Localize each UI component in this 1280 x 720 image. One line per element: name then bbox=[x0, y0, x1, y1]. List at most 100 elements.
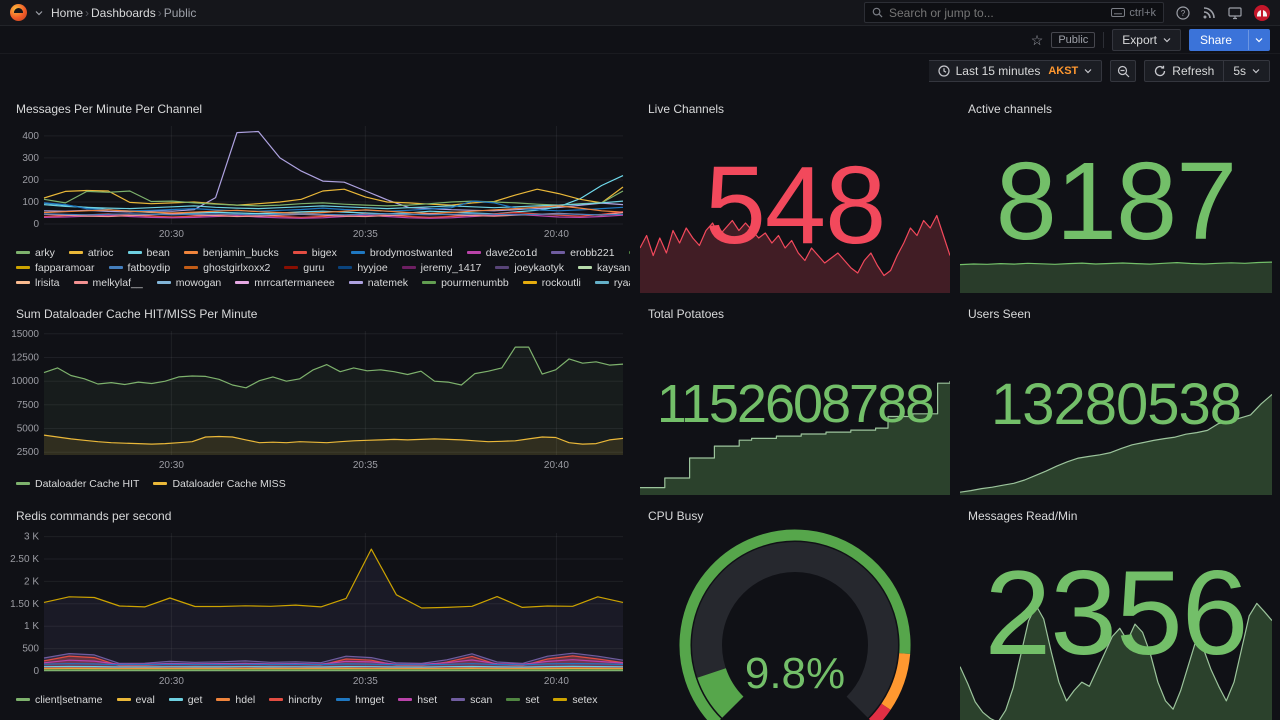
legend-item[interactable]: thatwillfishguy bbox=[349, 292, 433, 294]
search-box[interactable]: ctrl+k bbox=[864, 2, 1164, 23]
legend-item[interactable]: client|setname bbox=[16, 694, 103, 706]
legend-item[interactable]: hdel bbox=[216, 694, 255, 706]
legend-row: arky atrioc bean benjamin_bucks bigex brodymo… bbox=[16, 245, 630, 260]
legend-item[interactable]: hmget bbox=[336, 694, 384, 706]
legend-item[interactable]: setex bbox=[553, 694, 597, 706]
dataloader-chart[interactable]: 2500 5000 7500 10000 12500 15000 20:30 20:35 20:… bbox=[8, 325, 628, 471]
legend-item[interactable]: arky bbox=[16, 247, 55, 259]
legend-item[interactable]: Dataloader Cache MISS bbox=[153, 478, 286, 490]
legend-color-marker bbox=[522, 281, 537, 284]
legend-item[interactable]: hyyjoe bbox=[338, 262, 388, 274]
legend-item[interactable]: mrrcartermaneee bbox=[235, 277, 335, 289]
legend-item[interactable]: benjamin_bucks bbox=[183, 247, 279, 259]
legend-color-marker bbox=[108, 266, 123, 269]
legend-item[interactable]: rockoutli bbox=[522, 277, 581, 289]
legend-item[interactable]: ghostgirlxoxx2 bbox=[184, 262, 270, 274]
star-icon[interactable]: ☆ bbox=[1030, 31, 1044, 48]
legend-item[interactable]: guru bbox=[284, 262, 324, 274]
legend-item[interactable]: bean bbox=[127, 247, 170, 259]
legend-item[interactable]: ryaah bbox=[594, 277, 630, 289]
zoom-out-button[interactable] bbox=[1110, 60, 1137, 82]
panel-title[interactable]: Total Potatoes bbox=[648, 307, 725, 321]
stat-value: 2356 bbox=[984, 546, 1249, 680]
legend-item[interactable]: dave2co1d bbox=[466, 247, 537, 259]
refresh-button[interactable]: Refresh bbox=[1144, 60, 1225, 82]
legend-item[interactable]: erobb221 bbox=[551, 247, 615, 259]
legend-item[interactable]: bigex bbox=[292, 247, 337, 259]
legend-item[interactable]: fapparamoar bbox=[16, 262, 95, 274]
legend-item[interactable]: jeremy_1417 bbox=[401, 262, 481, 274]
panel-title[interactable]: Active channels bbox=[968, 102, 1053, 116]
legend-item[interactable]: spookislandgirlz bbox=[78, 292, 172, 294]
legend-item[interactable]: atrioc bbox=[68, 247, 114, 259]
breadcrumb-dashboards[interactable]: Dashboards bbox=[91, 5, 156, 20]
search-input[interactable] bbox=[889, 5, 1106, 20]
share-dropdown-button[interactable] bbox=[1248, 29, 1269, 50]
panel-title[interactable]: Messages Per Minute Per Channel bbox=[16, 102, 203, 116]
legend-item[interactable]: unsealallan bbox=[542, 292, 614, 294]
svg-text:20:35: 20:35 bbox=[353, 676, 378, 687]
legend-item[interactable]: sneep bbox=[16, 292, 64, 294]
legend-item[interactable]: vors bbox=[628, 292, 630, 294]
legend-item[interactable]: joeykaotyk bbox=[495, 262, 564, 274]
legend-item[interactable]: brodymostwanted bbox=[350, 247, 453, 259]
legend-item[interactable]: thomasoredo bbox=[448, 292, 528, 294]
legend-item[interactable]: stonedviolet bbox=[185, 292, 260, 294]
legend-item[interactable]: scan bbox=[451, 694, 492, 706]
legend-color-marker bbox=[336, 698, 351, 701]
legend-item[interactable]: hincrby bbox=[269, 694, 322, 706]
refresh-interval-dropdown[interactable]: 5s bbox=[1224, 60, 1270, 82]
legend-item[interactable]: eval bbox=[116, 694, 155, 706]
live-channels-sparkline[interactable] bbox=[640, 207, 950, 293]
legend-item[interactable]: Dataloader Cache HIT bbox=[16, 478, 139, 490]
news-rss-icon[interactable] bbox=[1202, 6, 1216, 20]
export-button[interactable]: Export bbox=[1112, 28, 1181, 51]
grafana-logo[interactable] bbox=[10, 4, 27, 21]
legend-color-marker bbox=[16, 281, 30, 284]
help-icon[interactable]: ? bbox=[1176, 5, 1190, 20]
active-channels-sparkline[interactable] bbox=[960, 259, 1272, 293]
legend-item[interactable]: pourmenumbb bbox=[422, 277, 509, 289]
legend-label: set bbox=[525, 693, 540, 706]
legend-color-marker bbox=[422, 281, 437, 284]
svg-text:200: 200 bbox=[22, 175, 39, 186]
legend-item[interactable]: sushidan bbox=[274, 292, 335, 294]
legend-item[interactable]: set bbox=[506, 694, 539, 706]
legend-item[interactable]: fatboydip bbox=[108, 262, 170, 274]
panel-title[interactable]: Redis commands per second bbox=[16, 509, 172, 523]
legend-item[interactable]: lrisita bbox=[16, 277, 60, 289]
legend-item[interactable]: evelynomadera bbox=[628, 247, 630, 259]
monitor-icon[interactable] bbox=[1228, 6, 1242, 20]
time-range-picker[interactable]: Last 15 minutes AKST bbox=[928, 60, 1103, 82]
legend-item[interactable]: melkylaf__ bbox=[73, 277, 143, 289]
breadcrumb-home[interactable]: Home bbox=[51, 5, 84, 20]
messages-legend: arky atrioc bean benjamin_bucks bigex brodymo… bbox=[8, 245, 630, 293]
panel-title[interactable]: Live Channels bbox=[648, 102, 725, 116]
chevron-down-icon[interactable] bbox=[35, 9, 43, 17]
svg-text:?: ? bbox=[1181, 9, 1186, 18]
legend-item[interactable]: mowogan bbox=[156, 277, 221, 289]
total-potatoes-sparkline[interactable] bbox=[640, 377, 950, 495]
redis-chart[interactable]: 0 500 1 K 1.50 K 2 K 2.50 K 3 K 20:30 20:35 20:40 bbox=[8, 527, 628, 687]
legend-label: thomasoredo bbox=[467, 292, 528, 294]
legend-color-marker bbox=[401, 266, 416, 269]
panel-title[interactable]: Messages Read/Min bbox=[968, 509, 1078, 523]
svg-text:100: 100 bbox=[22, 197, 39, 208]
legend-item[interactable]: get bbox=[168, 694, 202, 706]
messages-read-sparkline[interactable] bbox=[960, 591, 1272, 720]
legend-item[interactable]: natemek bbox=[348, 277, 408, 289]
legend-color-marker bbox=[338, 266, 353, 269]
users-seen-sparkline[interactable] bbox=[960, 383, 1272, 495]
cpu-gauge[interactable] bbox=[640, 527, 950, 720]
legend-item[interactable]: kaysan bbox=[577, 262, 630, 274]
panel-title[interactable]: Users Seen bbox=[968, 307, 1031, 321]
panel-title[interactable]: CPU Busy bbox=[648, 509, 704, 523]
legend-row: lrisita melkylaf__ mowogan mrrcartermaneee n… bbox=[16, 275, 630, 290]
user-avatar[interactable] bbox=[1254, 4, 1270, 21]
legend-row: sneep spookislandgirlz stonedviolet sushida… bbox=[16, 290, 622, 294]
messages-chart[interactable]: 0 100 200 300 400 20:30 20:35 20:40 bbox=[8, 120, 628, 240]
share-button[interactable]: Share bbox=[1188, 28, 1270, 51]
legend-color-marker bbox=[184, 266, 199, 269]
panel-title[interactable]: Sum Dataloader Cache HIT/MISS Per Minute bbox=[16, 307, 258, 321]
legend-item[interactable]: hset bbox=[398, 694, 437, 706]
